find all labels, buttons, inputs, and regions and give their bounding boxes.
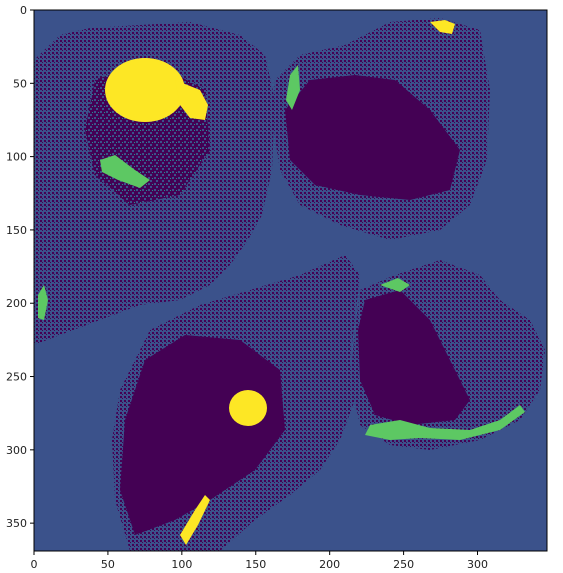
tissue-layer: [34, 18, 545, 551]
y-tick-label: 300: [6, 444, 27, 457]
highlight-edge-right: [365, 405, 525, 440]
x-axis: 0 50 100 150 200 250 300: [31, 551, 488, 571]
x-tick-label: 150: [245, 558, 266, 571]
x-tick-label: 100: [171, 558, 192, 571]
y-tick-label: 250: [6, 371, 27, 384]
tissue-core-lower-middle: [120, 335, 285, 535]
highlight-edge-left: [38, 285, 48, 320]
highlight-edge-upper-right: [286, 65, 300, 110]
axes-frame: [33, 9, 548, 552]
tissue-core-right: [358, 290, 470, 425]
x-tick-label: 50: [101, 558, 115, 571]
x-tick-label: 200: [319, 558, 340, 571]
x-tick-label: 250: [393, 558, 414, 571]
highlight-blob-lower-middle: [229, 390, 267, 426]
highlight-streak-lower: [180, 495, 210, 545]
highlight-scatter-upper-left: [100, 155, 150, 188]
y-tick-label: 150: [6, 224, 27, 237]
y-tick-label: 350: [6, 517, 27, 530]
highlight-edge-top-right-tissue: [380, 278, 410, 292]
y-tick-label: 50: [13, 77, 27, 90]
tissue-core-upper-right: [285, 75, 460, 200]
x-tick-label: 300: [467, 558, 488, 571]
y-tick-label: 200: [6, 297, 27, 310]
y-tick-label: 0: [20, 4, 27, 17]
y-tick-label: 100: [6, 151, 27, 164]
highlight-top-right: [430, 20, 455, 34]
x-tick-label: 0: [31, 558, 38, 571]
highlight-lobe-upper-left: [175, 80, 208, 120]
highlight-blob-upper-left: [105, 58, 185, 122]
y-axis: 0 50 100 150 200 250 300 350: [6, 4, 34, 530]
